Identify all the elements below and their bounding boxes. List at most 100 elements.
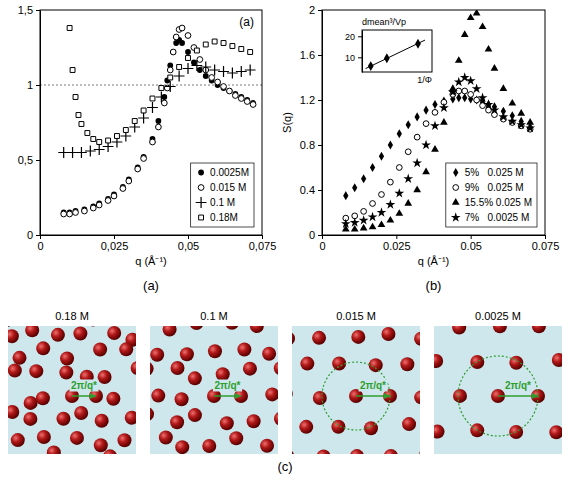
tick-mark: [318, 235, 322, 236]
data-point: [421, 140, 431, 149]
tick-mark: [322, 235, 323, 239]
data-point: [221, 84, 227, 90]
data-point: [431, 145, 439, 152]
data-point: [135, 166, 141, 172]
spheres: [150, 326, 278, 454]
data-point: [423, 121, 429, 127]
tick-label: 0: [319, 240, 325, 252]
data-point: [227, 68, 238, 79]
sphere: [220, 416, 234, 430]
data-point: [215, 79, 221, 85]
sphere: [381, 327, 395, 341]
plot-area: [341, 10, 535, 232]
sphere: [94, 438, 108, 452]
tick-mark: [36, 160, 40, 161]
tick-mark: [318, 190, 322, 191]
data-point: [200, 62, 211, 73]
sphere: [229, 431, 243, 445]
series-line: [366, 40, 426, 69]
tick: 20: [345, 32, 362, 42]
data-point: [197, 67, 203, 73]
neighbour-circle: [322, 362, 390, 430]
sphere: [470, 355, 484, 369]
data-point: [218, 66, 229, 77]
sphere: [60, 351, 74, 365]
data-point: [387, 216, 395, 223]
sphere: [8, 326, 14, 327]
tick-label: 1.2: [300, 94, 315, 106]
data-point: [156, 92, 167, 103]
data-point: [159, 86, 164, 91]
data-point: [244, 99, 250, 105]
series: [58, 60, 255, 158]
x-axis-title: q (Å⁻¹): [418, 255, 450, 267]
tick: 0,025: [101, 235, 129, 252]
data-point: [179, 25, 185, 31]
sphere: [292, 449, 294, 454]
tick-mark: [318, 100, 322, 101]
data-point: [440, 118, 448, 125]
data-point: [120, 186, 126, 192]
y-axis-title: dmean³/Vp: [362, 17, 406, 27]
panel-background: [8, 326, 136, 454]
axis: 1020: [345, 31, 363, 73]
data-point: [236, 66, 247, 77]
sphere: [8, 329, 19, 343]
sphere: [202, 439, 216, 453]
panel-label: 0.18 M: [55, 310, 89, 322]
tick-label: 0,05: [178, 240, 199, 252]
diagram: 0.18 M2π/q*0.1 M2π/q*0.015 M2π/q*0.0025 …: [0, 309, 566, 474]
data-point: [177, 65, 182, 70]
sphere: [292, 332, 295, 346]
distance-arrow: [356, 395, 390, 397]
axis-line: [41, 235, 263, 236]
sphere: [8, 405, 19, 419]
sphere: [47, 446, 61, 454]
data-point: [404, 199, 412, 206]
data-point: [508, 99, 516, 106]
data-point: [209, 75, 215, 81]
spheres: [434, 326, 562, 439]
legend-label: 0.015 M: [210, 182, 246, 193]
distance-label-group: 2π/q*: [70, 380, 99, 392]
sphere: [131, 361, 136, 375]
sphere: [8, 364, 22, 378]
axis-line: [322, 11, 323, 236]
spheres: [8, 326, 136, 454]
data-point: [150, 96, 155, 101]
sphere: [23, 412, 37, 426]
legend: 5% 0.025 M9% 0.025 M15.5% 0.025 M7% 0.00…: [446, 163, 537, 227]
data-point: [369, 223, 377, 230]
data-point: [70, 68, 75, 73]
data-point: [406, 120, 411, 129]
data-point: [396, 165, 402, 171]
tick-mark: [318, 145, 322, 146]
data-point: [454, 77, 464, 86]
sphere: [151, 389, 165, 403]
sphere: [243, 362, 257, 376]
data-point: [183, 63, 194, 74]
data-point: [379, 152, 384, 161]
panel-background: [292, 326, 420, 454]
data-point: [456, 93, 461, 102]
distance-label-group: 2π/q*: [359, 380, 388, 392]
sphere: [29, 364, 43, 378]
sphere: [350, 449, 364, 454]
data-point: [173, 34, 179, 40]
data-point: [423, 106, 428, 115]
data-point: [490, 105, 500, 114]
series: [61, 37, 256, 215]
tick: 0.05: [460, 235, 481, 252]
data-point: [186, 56, 191, 61]
data-point: [360, 224, 368, 231]
legend-label: 7% 0.0025 M: [465, 212, 529, 223]
panel-label: 0.1 M: [200, 310, 228, 322]
sphere: [549, 425, 562, 439]
tick-mark: [471, 235, 472, 239]
sphere: [414, 332, 420, 346]
sphere: [247, 414, 261, 428]
panel-label: 0.015 M: [336, 310, 376, 322]
data-point: [185, 33, 191, 39]
distance-label: 2π/q*: [215, 380, 241, 391]
data-point: [111, 193, 117, 199]
